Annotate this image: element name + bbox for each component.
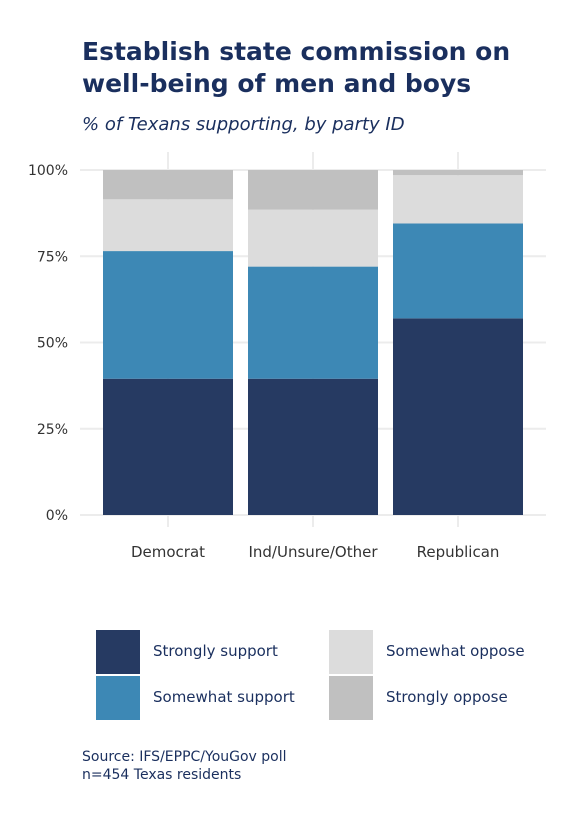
stacked-bar-chart: 0% 25% 50% 75% 100% Democrat Ind/Unsure/Other R… (28, 152, 546, 561)
bar-strongly-support-democrat (103, 378, 233, 515)
bar-somewhat-support-republican (393, 223, 523, 319)
chart-subtitle: % of Texans supporting, by party ID (82, 114, 405, 135)
bar-somewhat-oppose-democrat (103, 199, 233, 252)
bar-strongly-support-ind-unsure-other (248, 378, 378, 515)
y-tick-label: 50% (37, 336, 68, 352)
y-tick-label: 25% (37, 422, 68, 438)
bar-strongly-oppose-ind-unsure-other (248, 170, 378, 210)
bar-strongly-support-republican (393, 318, 523, 515)
bar-somewhat-oppose-republican (393, 175, 523, 224)
legend: Strongly support Somewhat support Somewh… (96, 630, 566, 726)
legend-swatch-somewhat-support (96, 676, 140, 720)
x-tick-label: Ind/Unsure/Other (248, 543, 378, 561)
x-tick-label: Republican (417, 543, 500, 561)
bar-somewhat-support-ind-unsure-other (248, 266, 378, 379)
legend-swatch-strongly-support (96, 630, 140, 674)
legend-swatch-somewhat-oppose (329, 630, 373, 674)
source-line: Source: IFS/EPPC/YouGov poll (82, 749, 287, 765)
legend-label-strongly-oppose: Strongly oppose (386, 688, 508, 706)
y-tick-label: 0% (46, 508, 68, 524)
bar-strongly-oppose-democrat (103, 170, 233, 200)
y-tick-label: 75% (37, 249, 68, 265)
legend-label-somewhat-support: Somewhat support (153, 688, 295, 706)
chart-title: Establish state commission on well-being… (82, 37, 511, 98)
bar-strongly-oppose-republican (393, 170, 523, 176)
bar-somewhat-support-democrat (103, 251, 233, 379)
legend-swatch-strongly-oppose (329, 676, 373, 720)
x-tick-label: Democrat (131, 543, 205, 561)
legend-label-somewhat-oppose: Somewhat oppose (386, 642, 525, 660)
sample-size-line: n=454 Texas residents (82, 767, 242, 783)
legend-label-strongly-support: Strongly support (153, 642, 278, 660)
y-tick-label: 100% (28, 163, 68, 179)
source-note: Source: IFS/EPPC/YouGov poll n=454 Texas… (82, 748, 287, 784)
bar-somewhat-oppose-ind-unsure-other (248, 209, 378, 267)
